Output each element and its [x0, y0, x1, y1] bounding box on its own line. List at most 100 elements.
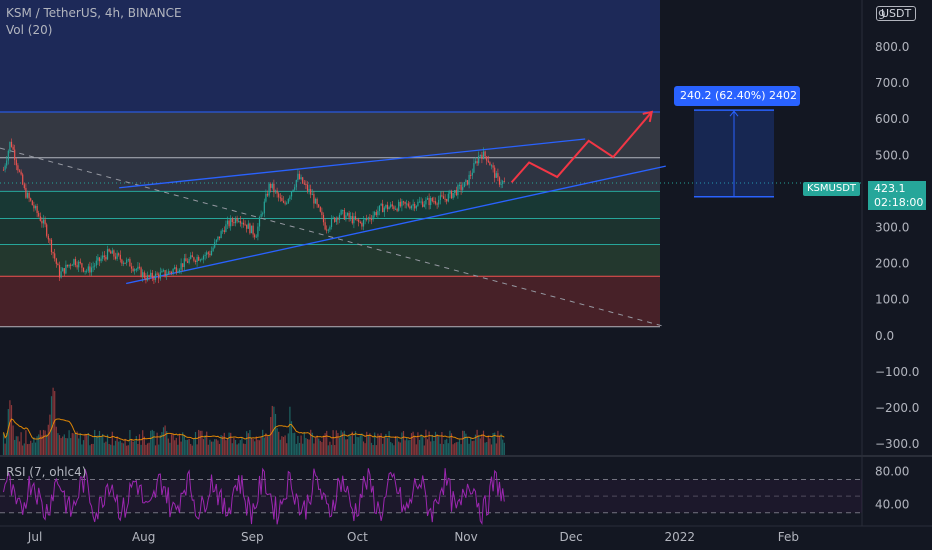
candle-169 [273, 179, 275, 198]
candle-body [33, 205, 35, 209]
volume-bar-105 [170, 434, 173, 455]
candle-239 [385, 204, 387, 210]
candle-body [449, 190, 451, 194]
volume-bar-86 [140, 444, 142, 455]
candle-196 [316, 197, 318, 208]
candle-body [260, 214, 262, 218]
volume-bar-285 [458, 439, 461, 455]
candle-body [201, 259, 203, 261]
candle-body [71, 264, 73, 266]
candle-body [266, 193, 269, 196]
volume-bar-176 [284, 435, 286, 455]
candle-195 [314, 197, 317, 204]
candle-313 [503, 177, 505, 183]
volume-bar-207 [334, 445, 336, 455]
candle-120 [194, 259, 197, 265]
horizontal-levels [0, 111, 862, 328]
volume-bar-140 [226, 438, 229, 455]
candle-179 [289, 195, 291, 202]
candle-281 [452, 192, 454, 200]
candle-body [28, 192, 30, 199]
candle-body [68, 264, 70, 267]
volume-bar-227 [366, 431, 368, 455]
candle-287 [462, 182, 464, 193]
volume-bar-178 [287, 433, 289, 455]
volume-bar-293 [471, 441, 473, 455]
rsi-indicator-label[interactable]: RSI (7, ohlc4) [6, 465, 87, 479]
volume-bar-68 [111, 431, 113, 455]
price-axis[interactable]: 9 800.0 700.0 600.0 500.0 300.0 200.0 100.0 0.0 −… [875, 8, 919, 511]
candle-293 [471, 168, 473, 180]
candle-body [26, 192, 29, 198]
candle-body [98, 257, 101, 262]
volume-bar-288 [463, 430, 465, 455]
candle-15 [26, 190, 29, 199]
candle-body [362, 219, 365, 227]
candle-96 [156, 271, 158, 275]
price-tick-label: 800.0 [875, 40, 909, 54]
candle-body [295, 180, 297, 188]
candle-body [100, 258, 102, 262]
volume-bar-275 [442, 444, 445, 455]
candle-43 [71, 263, 73, 266]
volume-bar-81 [132, 441, 134, 455]
candle-body [92, 266, 94, 268]
volume-bar-41 [68, 430, 70, 455]
candle-body [246, 224, 248, 229]
last-price-label: 423.1 [868, 181, 926, 196]
candle-280 [450, 189, 453, 199]
volume-bar-92 [150, 430, 152, 455]
candle-body [78, 261, 80, 268]
candle-body [412, 203, 414, 206]
candle-286 [460, 181, 462, 195]
volume-bar-96 [156, 432, 158, 455]
candle-body [44, 219, 46, 225]
candle-112 [182, 263, 184, 272]
volume-bar-213 [343, 430, 345, 455]
volume-bar-155 [250, 438, 253, 455]
candle-215 [346, 212, 349, 217]
candle-body [225, 224, 227, 233]
time-axis[interactable]: Jul Aug Sep Oct Nov Dec 2022 Feb [27, 530, 799, 544]
candle-185 [298, 170, 301, 180]
candle-256 [412, 199, 414, 211]
rsi-line [3, 467, 505, 526]
candle-63 [103, 251, 105, 261]
candle-body [122, 262, 125, 264]
volume-bar-113 [183, 435, 185, 455]
volume-indicator-label[interactable]: Vol (20) [6, 23, 53, 37]
candle-body [342, 210, 344, 212]
volume-bar-56 [92, 443, 94, 455]
volume-bar-255 [410, 433, 413, 455]
candle-210 [338, 212, 341, 224]
candle-234 [377, 206, 379, 219]
candle-body [306, 184, 309, 191]
volume-bar-16 [28, 443, 30, 455]
candle-body [207, 252, 209, 254]
volume-bar-55 [90, 443, 93, 455]
currency-button[interactable]: USDT [876, 6, 917, 21]
volume-bar-228 [367, 435, 369, 455]
candle-151 [244, 220, 246, 226]
candle-232 [374, 210, 376, 218]
volume-bar-133 [215, 439, 217, 455]
candle-body [393, 206, 395, 210]
trend-lines[interactable] [0, 110, 666, 328]
volume-bar-38 [63, 434, 65, 455]
volume-bar-94 [153, 431, 155, 455]
candle-266 [428, 193, 430, 210]
candle-body [458, 184, 461, 186]
candle-body [210, 250, 213, 256]
volume-bar-0 [2, 433, 5, 455]
candle-55 [90, 262, 93, 276]
volume-bar-284 [457, 441, 459, 455]
candle-body [326, 229, 328, 231]
volume-bar-139 [225, 440, 227, 455]
volume-bar-36 [60, 438, 62, 455]
candle-body [135, 269, 137, 271]
volume-bar-127 [206, 431, 208, 455]
volume-bar-270 [434, 431, 437, 455]
volume-bar-3 [7, 409, 9, 455]
volume-bar-151 [244, 443, 246, 455]
price-range-measure[interactable] [694, 109, 774, 198]
